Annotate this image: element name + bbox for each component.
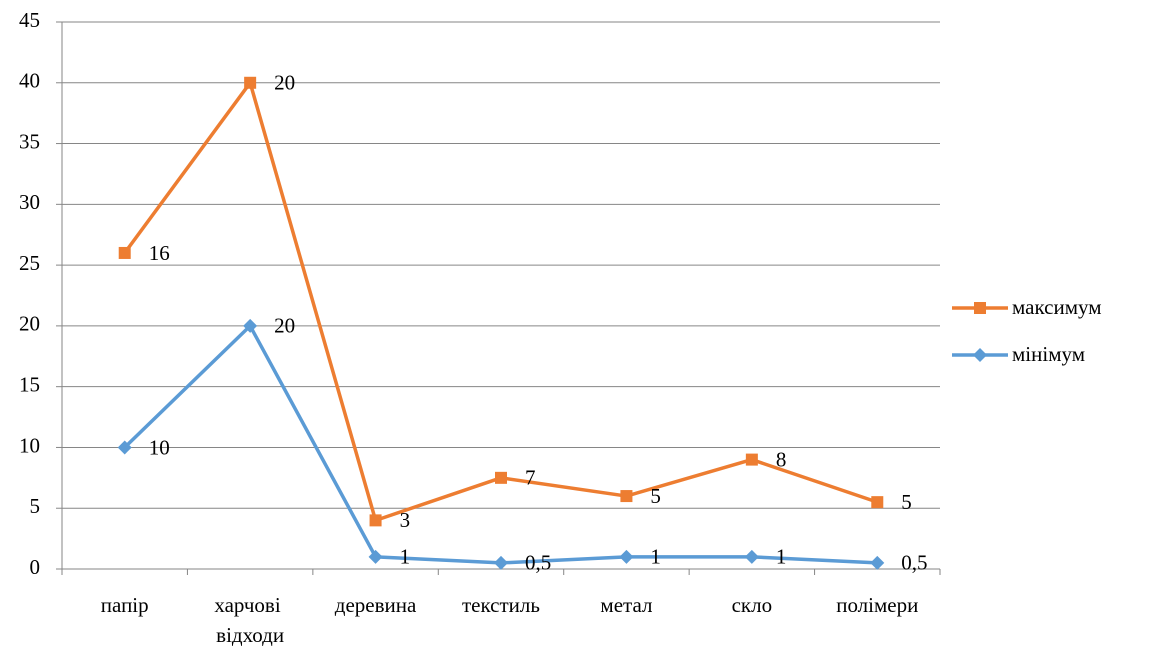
y-tick-label: 25 <box>19 251 40 275</box>
series-line <box>123 81 878 523</box>
x-tick-label: метал <box>600 593 652 617</box>
legend-label: мінімум <box>1012 342 1085 366</box>
data-label: 5 <box>901 490 912 514</box>
data-label: 1 <box>776 545 787 569</box>
data-label: 20 <box>274 314 295 338</box>
y-tick-label: 0 <box>30 555 41 579</box>
y-tick-label: 45 <box>19 8 40 32</box>
data-label: 8 <box>776 447 787 471</box>
data-point <box>118 246 131 259</box>
data-point <box>745 453 758 466</box>
y-tick-label: 40 <box>19 69 40 93</box>
y-tick-label: 5 <box>30 494 41 518</box>
y-tick-label: 30 <box>19 190 40 214</box>
x-tick-label: текстиль <box>462 593 540 617</box>
data-point <box>619 549 634 564</box>
y-tick-label: 10 <box>19 433 40 457</box>
data-point <box>243 318 258 333</box>
x-tick-label: полімери <box>836 593 918 617</box>
data-point <box>744 549 759 564</box>
data-point <box>368 549 383 564</box>
data-label: 1 <box>650 545 661 569</box>
data-label: 16 <box>149 241 170 265</box>
data-label: 1 <box>400 545 411 569</box>
legend-label: максимум <box>1012 295 1102 319</box>
data-point <box>244 76 257 89</box>
data-label: 0,5 <box>525 551 551 575</box>
y-tick-label: 35 <box>19 129 40 153</box>
series-line <box>123 324 878 565</box>
data-point <box>494 555 508 570</box>
data-point <box>117 440 132 455</box>
data-label: 10 <box>149 435 170 459</box>
data-label: 7 <box>525 466 536 490</box>
data-point <box>973 348 987 362</box>
data-label: 20 <box>274 71 295 95</box>
x-tick-label: харчові відходи <box>214 593 286 646</box>
data-point <box>369 514 382 527</box>
data-point <box>871 496 884 509</box>
data-point <box>495 471 507 484</box>
data-label: 0,5 <box>901 551 927 575</box>
data-point <box>620 490 633 503</box>
data-label: 5 <box>650 484 661 508</box>
data-point <box>870 555 885 570</box>
data-point <box>974 302 986 314</box>
data-label: 3 <box>400 508 411 532</box>
y-tick-label: 15 <box>19 372 40 396</box>
y-tick-label: 20 <box>19 312 40 336</box>
x-tick-label: деревина <box>335 593 417 617</box>
x-tick-label: скло <box>732 593 773 617</box>
x-tick-label: папір <box>101 593 149 617</box>
